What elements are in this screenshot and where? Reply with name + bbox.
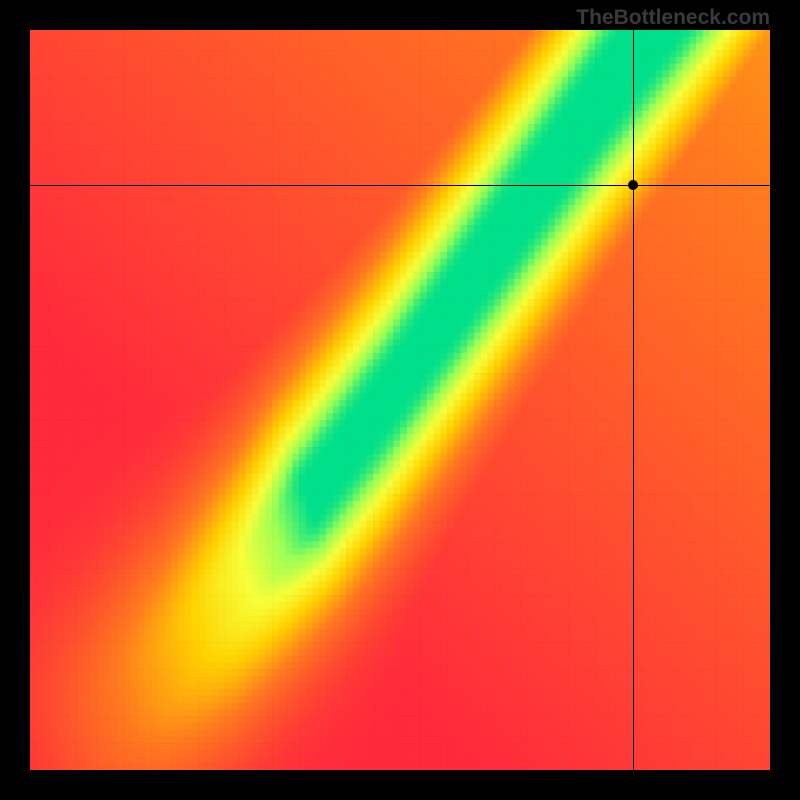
heatmap-plot — [30, 30, 770, 770]
watermark-text: TheBottleneck.com — [576, 6, 770, 30]
crosshair-vertical — [633, 30, 634, 770]
heatmap-canvas — [30, 30, 770, 770]
crosshair-horizontal — [30, 185, 770, 186]
crosshair-marker-dot — [628, 180, 638, 190]
